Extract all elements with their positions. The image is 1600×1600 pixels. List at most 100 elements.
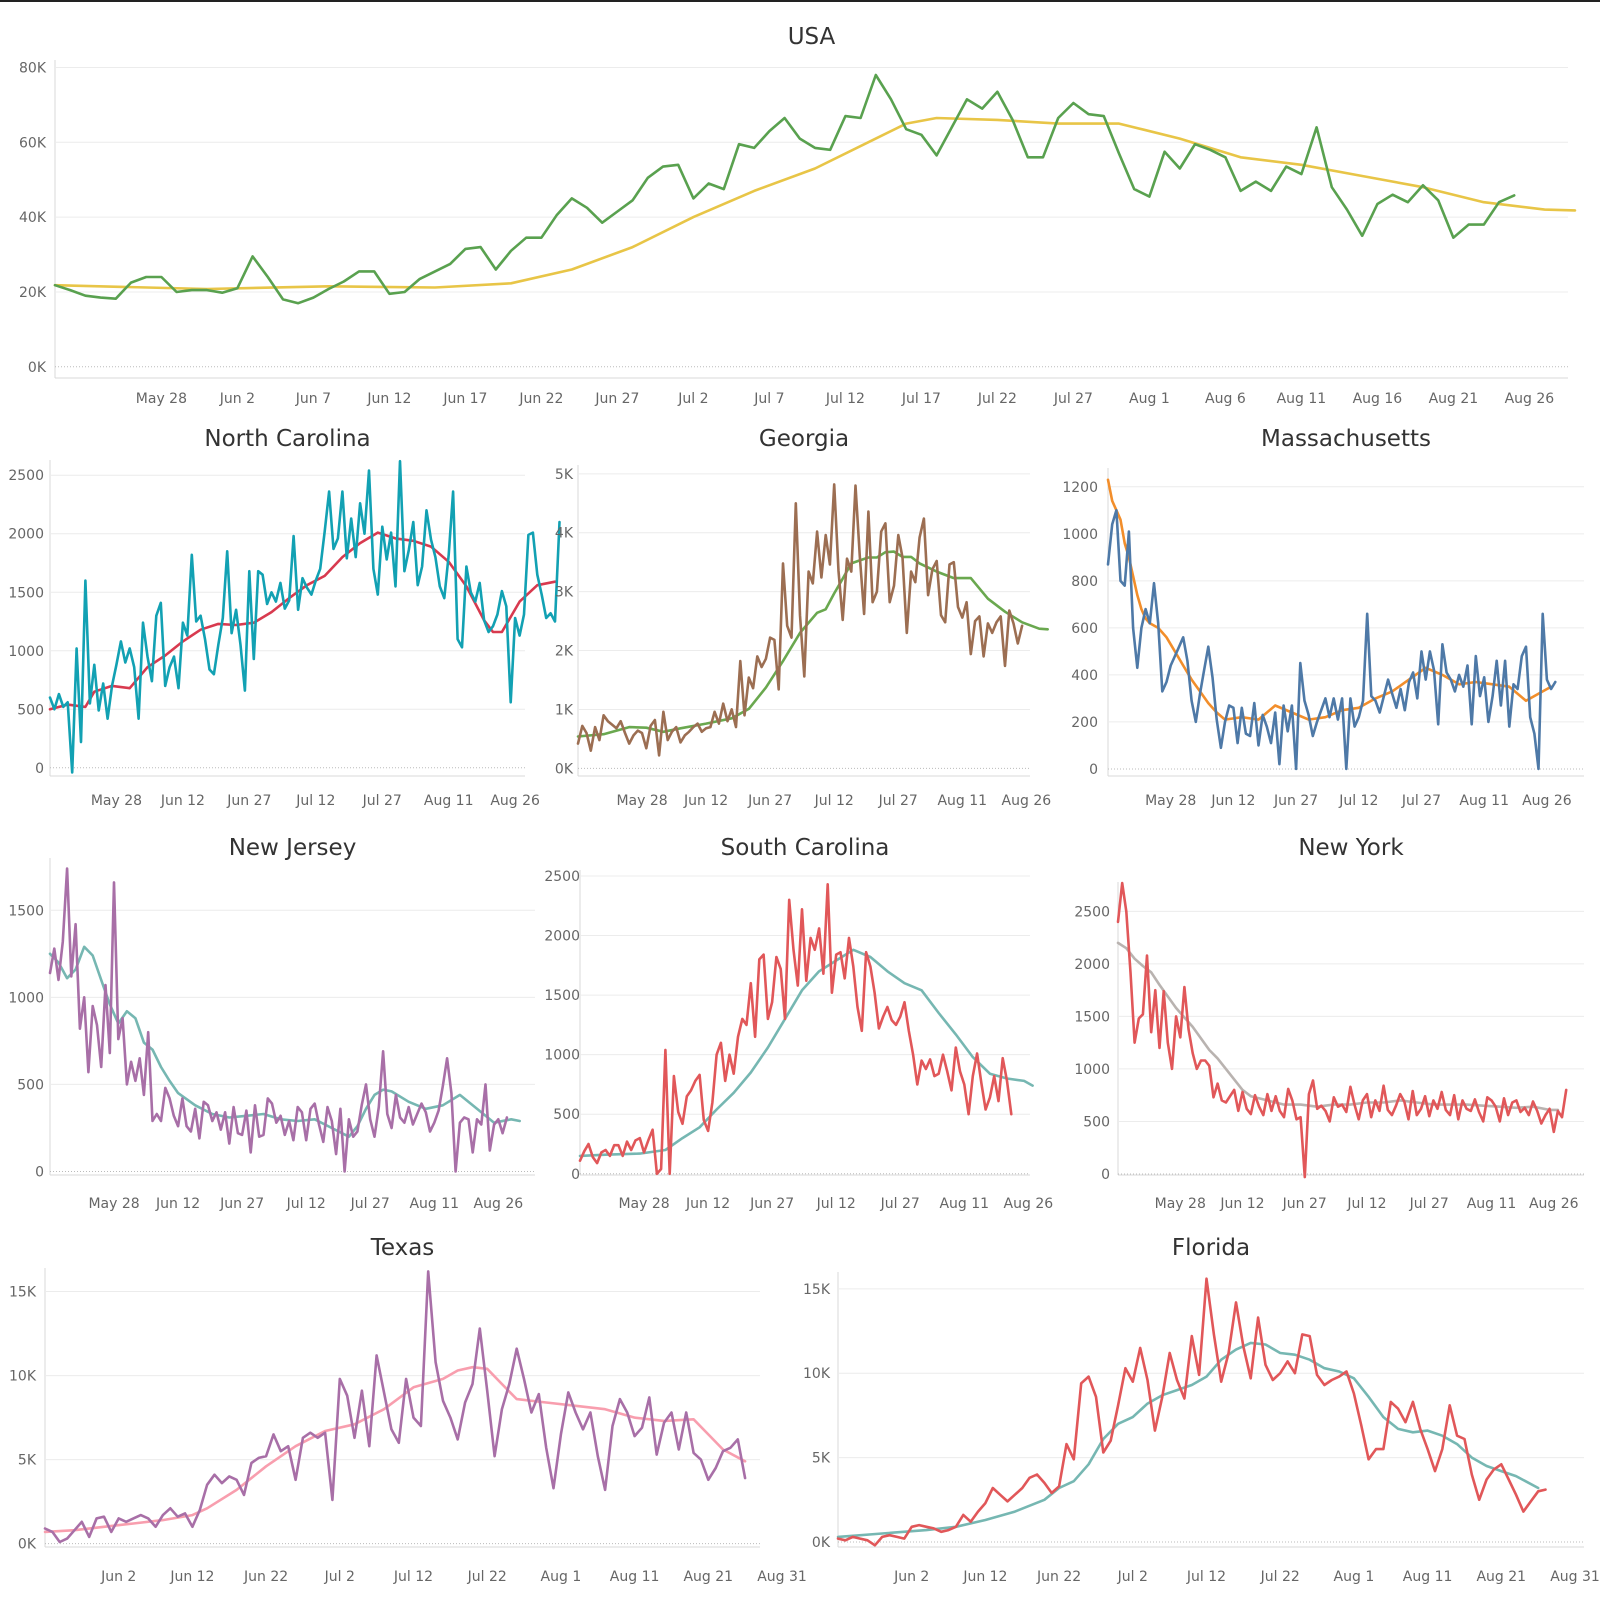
x-tick-label: Aug 11 — [610, 1569, 660, 1585]
x-tick-label: Aug 11 — [409, 1196, 459, 1212]
x-tick-label: Jun 27 — [1273, 793, 1318, 809]
x-tick-label: May 28 — [136, 391, 187, 407]
y-tick-label: 1K — [555, 702, 574, 718]
x-tick-label: Aug 11 — [424, 793, 474, 809]
y-tick-label: 2000 — [1074, 957, 1110, 973]
x-tick-label: Aug 26 — [1004, 1196, 1054, 1212]
y-tick-label: 20K — [19, 285, 47, 301]
x-tick-label: Aug 26 — [1505, 391, 1555, 407]
chart-nc: North Carolina 0 500 1000 1500 2000 2500 May 28… — [8, 426, 561, 809]
y-tick-label: 800 — [1071, 574, 1098, 590]
y-tick-label: 0K — [812, 1535, 831, 1551]
x-tick-label: Aug 11 — [1467, 1196, 1517, 1212]
chart-fl: Florida 0K 5K 10K 15K Jun 2 Jun 12 Jun 22 Jul 2 J… — [803, 1235, 1600, 1585]
y-tick-label: 4K — [555, 526, 574, 542]
x-tick-label: Jun 27 — [594, 391, 639, 407]
x-tick-label: Jul 12 — [825, 391, 865, 407]
x-tick-label: Jul 12 — [295, 793, 335, 809]
x-tick-label: Jul 12 — [1346, 1196, 1386, 1212]
daily-series-line — [1116, 881, 1568, 1179]
x-tick-label: Jun 2 — [893, 1569, 929, 1585]
trend-series-line — [43, 1365, 747, 1534]
y-tick-label: 5K — [18, 1453, 37, 1469]
x-tick-label: Jul 27 — [1401, 793, 1441, 809]
y-tick-label: 0 — [571, 1167, 580, 1183]
y-tick-label: 500 — [1083, 1114, 1110, 1130]
chart-title: Texas — [370, 1235, 435, 1261]
y-tick-label: 0 — [1089, 762, 1098, 778]
y-tick-label: 60K — [19, 135, 47, 151]
x-tick-label: Aug 11 — [1459, 793, 1509, 809]
x-tick-label: Jun 12 — [160, 793, 205, 809]
x-tick-label: Jun 12 — [366, 391, 411, 407]
x-tick-label: Jul 27 — [1409, 1196, 1449, 1212]
y-tick-label: 2500 — [8, 468, 44, 484]
x-tick-label: Jul 17 — [901, 391, 941, 407]
x-tick-label: Jun 12 — [169, 1569, 214, 1585]
y-tick-label: 500 — [17, 1077, 44, 1093]
x-tick-label: Aug 11 — [937, 793, 987, 809]
y-tick-label: 1000 — [8, 644, 44, 660]
x-tick-label: Jul 12 — [286, 1196, 326, 1212]
trend-series-line — [53, 116, 1577, 291]
x-tick-label: Jun 7 — [295, 391, 331, 407]
x-tick-label: Jun 27 — [226, 793, 271, 809]
x-tick-label: Jun 27 — [219, 1196, 264, 1212]
y-tick-label: 3K — [555, 585, 574, 601]
x-tick-label: May 28 — [616, 793, 667, 809]
y-tick-label: 2K — [555, 644, 574, 660]
chart-title: North Carolina — [204, 426, 370, 452]
x-tick-label: May 28 — [618, 1196, 669, 1212]
y-tick-label: 15K — [9, 1285, 37, 1301]
trend-series-line — [48, 531, 557, 711]
y-tick-label: 1500 — [1074, 1009, 1110, 1025]
y-tick-label: 2000 — [544, 929, 580, 945]
x-tick-label: Aug 21 — [1429, 391, 1479, 407]
chart-title: Georgia — [759, 426, 849, 452]
x-tick-label: May 28 — [1145, 793, 1196, 809]
y-tick-label: 10K — [803, 1366, 831, 1382]
x-tick-label: Jun 2 — [219, 391, 255, 407]
x-tick-label: Jun 27 — [749, 1196, 794, 1212]
x-tick-label: Aug 21 — [683, 1569, 733, 1585]
x-tick-label: Jun 22 — [1036, 1569, 1081, 1585]
x-tick-label: Aug 1 — [1334, 1569, 1375, 1585]
y-tick-label: 0K — [28, 360, 47, 376]
trend-series-line — [48, 945, 521, 1138]
x-tick-label: Aug 11 — [1277, 391, 1327, 407]
chart-title: Florida — [1172, 1235, 1250, 1261]
x-tick-label: Jun 22 — [243, 1569, 288, 1585]
chart-title: USA — [788, 24, 836, 50]
daily-series-line — [48, 867, 509, 1173]
x-tick-label: Jun 17 — [442, 391, 487, 407]
y-tick-label: 2500 — [1074, 904, 1110, 920]
y-tick-label: 5K — [555, 467, 574, 483]
chart-tx: Texas 0K 5K 10K 15K Jun 2 Jun 12 Jun 22 Jul 2 Jul… — [9, 1235, 807, 1585]
y-tick-label: 200 — [1071, 715, 1098, 731]
trend-series-line — [1116, 941, 1560, 1112]
x-tick-label: Jul 12 — [393, 1569, 433, 1585]
x-tick-label: Aug 31 — [757, 1569, 807, 1585]
chart-ga: Georgia 0K 1K 2K 3K 4K 5K May 28 Jun 12 Jun 27 Jul… — [555, 426, 1051, 809]
x-tick-label: Aug 26 — [490, 793, 540, 809]
x-tick-label: Jul 12 — [816, 1196, 856, 1212]
x-tick-label: Jul 22 — [1260, 1569, 1300, 1585]
y-tick-label: 1000 — [544, 1048, 580, 1064]
x-tick-label: Jul 27 — [1053, 391, 1093, 407]
x-tick-label: Jul 2 — [324, 1569, 355, 1585]
y-tick-label: 1500 — [544, 988, 580, 1004]
x-tick-label: Jul 7 — [753, 391, 784, 407]
y-tick-label: 400 — [1071, 668, 1098, 684]
y-tick-label: 1500 — [8, 585, 44, 601]
chart-sc: South Carolina 0 500 1000 1500 2000 2500 May 28… — [544, 835, 1053, 1212]
y-tick-label: 1000 — [1062, 527, 1098, 543]
chart-ny: New York 0 500 1000 1500 2000 2500 May 28 Jun 12… — [1074, 835, 1584, 1212]
chart-nj: New Jersey 0 500 1000 1500 May 28 Jun 12 Jun 27… — [8, 835, 535, 1212]
y-tick-label: 500 — [17, 702, 44, 718]
x-tick-label: Aug 11 — [1403, 1569, 1453, 1585]
x-tick-label: Aug 26 — [1522, 793, 1572, 809]
x-tick-label: Aug 26 — [1529, 1196, 1579, 1212]
x-tick-label: Jul 22 — [467, 1569, 507, 1585]
x-tick-label: Aug 6 — [1205, 391, 1246, 407]
